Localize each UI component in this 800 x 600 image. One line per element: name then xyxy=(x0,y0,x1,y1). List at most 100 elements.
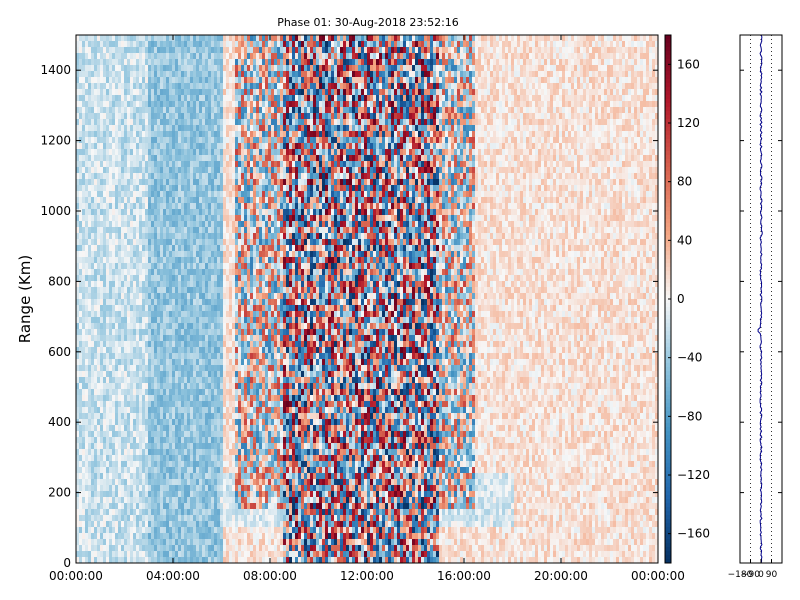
heatmap-cell xyxy=(442,137,445,143)
heatmap-cell xyxy=(562,179,565,185)
heatmap-cell xyxy=(97,83,100,89)
heatmap-cell xyxy=(91,131,94,137)
heatmap-cell xyxy=(403,47,406,53)
heatmap-cell xyxy=(634,101,637,107)
heatmap-cell xyxy=(148,161,151,167)
heatmap-cell xyxy=(337,35,340,41)
heatmap-cell xyxy=(292,167,295,173)
heatmap-cell xyxy=(154,125,157,131)
heatmap-cell xyxy=(571,167,574,173)
heatmap-cell xyxy=(97,179,100,185)
heatmap-cell xyxy=(526,149,529,155)
heatmap-cell xyxy=(622,83,625,89)
heatmap-cell xyxy=(97,35,100,41)
heatmap-cell xyxy=(475,101,478,107)
heatmap-cell xyxy=(454,107,457,113)
heatmap-cell xyxy=(193,53,196,59)
heatmap-cell xyxy=(466,143,469,149)
heatmap-cell xyxy=(226,89,229,95)
heatmap-cell xyxy=(289,173,292,179)
heatmap-cell xyxy=(313,89,316,95)
heatmap-cell xyxy=(466,35,469,41)
heatmap-cell xyxy=(613,53,616,59)
heatmap-cell xyxy=(187,89,190,95)
heatmap-cell xyxy=(298,161,301,167)
heatmap-cell xyxy=(175,89,178,95)
heatmap-cell xyxy=(400,119,403,125)
heatmap-cell xyxy=(229,89,232,95)
heatmap-cell xyxy=(91,155,94,161)
heatmap-cell xyxy=(139,41,142,47)
heatmap-cell xyxy=(649,149,652,155)
heatmap-cell xyxy=(427,173,430,179)
heatmap-cell xyxy=(367,113,370,119)
heatmap-cell xyxy=(178,47,181,53)
heatmap-cell xyxy=(121,161,124,167)
heatmap-cell xyxy=(331,41,334,47)
heatmap-cell xyxy=(433,155,436,161)
heatmap-cell xyxy=(343,83,346,89)
heatmap-cell xyxy=(406,59,409,65)
heatmap-cell xyxy=(415,143,418,149)
heatmap-cell xyxy=(547,137,550,143)
heatmap-cell xyxy=(367,137,370,143)
heatmap-cell xyxy=(436,143,439,149)
heatmap-cell xyxy=(367,101,370,107)
heatmap-cell xyxy=(103,41,106,47)
heatmap-cell xyxy=(151,89,154,95)
heatmap-cell xyxy=(256,137,259,143)
heatmap-cell xyxy=(571,35,574,41)
heatmap-cell xyxy=(235,185,238,191)
heatmap-cell xyxy=(508,161,511,167)
heatmap-cell xyxy=(214,65,217,71)
heatmap-cell xyxy=(280,137,283,143)
heatmap-cell xyxy=(541,89,544,95)
heatmap-cell xyxy=(418,101,421,107)
heatmap-cell xyxy=(184,131,187,137)
heatmap-cell xyxy=(178,173,181,179)
heatmap-cell xyxy=(148,53,151,59)
heatmap-cell xyxy=(514,59,517,65)
heatmap-cell xyxy=(151,101,154,107)
heatmap-cell xyxy=(316,143,319,149)
heatmap-cell xyxy=(331,101,334,107)
heatmap-cell xyxy=(157,53,160,59)
heatmap-cell xyxy=(88,95,91,101)
heatmap-cell xyxy=(454,167,457,173)
heatmap-cell xyxy=(622,155,625,161)
heatmap-cell xyxy=(103,125,106,131)
heatmap-cell xyxy=(496,161,499,167)
heatmap-cell xyxy=(421,107,424,113)
heatmap-cell xyxy=(115,155,118,161)
heatmap-cell xyxy=(169,131,172,137)
heatmap-cell xyxy=(370,173,373,179)
heatmap-cell xyxy=(367,65,370,71)
heatmap-cell xyxy=(283,185,286,191)
heatmap-cell xyxy=(652,71,655,77)
heatmap-cell xyxy=(598,35,601,41)
heatmap-cell xyxy=(526,35,529,41)
heatmap-cell xyxy=(289,59,292,65)
heatmap-cell xyxy=(262,77,265,83)
heatmap-cell xyxy=(436,35,439,41)
heatmap-cell xyxy=(241,167,244,173)
heatmap-cell xyxy=(487,155,490,161)
heatmap-cell xyxy=(580,155,583,161)
heatmap-cell xyxy=(475,41,478,47)
heatmap-cell xyxy=(538,155,541,161)
heatmap-cell xyxy=(421,101,424,107)
heatmap-cell xyxy=(298,137,301,143)
heatmap-cell xyxy=(412,35,415,41)
heatmap-cell xyxy=(571,77,574,83)
heatmap-cell xyxy=(424,107,427,113)
heatmap-cell xyxy=(568,83,571,89)
heatmap-cell xyxy=(625,83,628,89)
heatmap-cell xyxy=(340,41,343,47)
heatmap-cell xyxy=(202,77,205,83)
heatmap-cell xyxy=(598,167,601,173)
heatmap-cell xyxy=(247,107,250,113)
heatmap-cell xyxy=(220,59,223,65)
heatmap-cell xyxy=(79,155,82,161)
heatmap-cell xyxy=(619,173,622,179)
heatmap-cell xyxy=(568,161,571,167)
